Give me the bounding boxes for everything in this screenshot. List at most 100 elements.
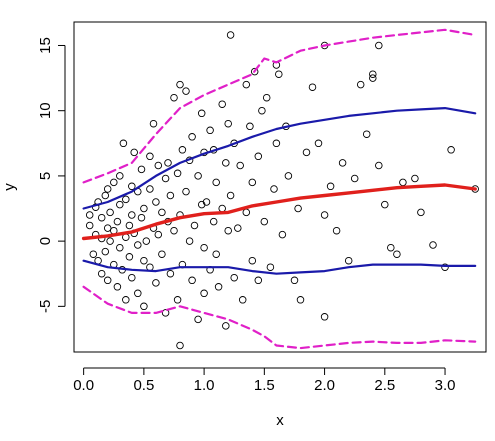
scatter-point: [375, 41, 383, 50]
scatter-point: [119, 139, 128, 148]
scatter-point: [214, 283, 223, 291]
scatter-point: [234, 224, 242, 232]
scatter-point: [238, 296, 247, 304]
scatter-point: [166, 191, 175, 200]
scatter-point: [387, 243, 395, 252]
scatter-points: [85, 31, 479, 350]
scatter-point: [142, 237, 151, 245]
scatter-point: [140, 302, 148, 311]
scatter-point: [224, 226, 232, 235]
scatter-point: [140, 204, 148, 213]
scatter-point: [350, 174, 359, 183]
scatter-point: [116, 243, 124, 252]
scatter-point: [85, 221, 94, 230]
scatter-point: [411, 174, 419, 183]
scatter-point: [101, 247, 110, 256]
scatter-point: [161, 309, 170, 317]
scatter-point: [326, 182, 335, 191]
scatter-point: [375, 161, 383, 170]
scatter-point: [106, 237, 114, 245]
scatter-point: [182, 187, 190, 196]
scatter-point: [302, 148, 311, 157]
scatter-point: [369, 74, 377, 82]
scatter-point: [134, 289, 142, 298]
scatter-point: [128, 211, 136, 219]
band-lines: [81, 28, 477, 350]
scatter-point: [275, 70, 283, 78]
scatter-point: [399, 178, 407, 187]
scatter-point: [122, 296, 130, 304]
scatter-point: [344, 256, 353, 265]
scatter-point: [137, 165, 146, 174]
scatter-point: [356, 80, 365, 89]
scatter-point: [369, 70, 377, 78]
scatter-point: [224, 119, 232, 128]
scatter-point: [149, 119, 158, 128]
outer-upper-band-line: [82, 28, 477, 184]
scatter-point: [97, 269, 106, 278]
inner-upper-band-line: [82, 106, 477, 210]
scatter-point: [103, 276, 112, 285]
scatter-point: [154, 230, 163, 239]
scatter-point: [97, 213, 106, 222]
scatter-point: [441, 263, 449, 271]
scatter-point: [103, 185, 112, 193]
scatter-point: [222, 159, 230, 167]
scatter-point: [152, 279, 160, 287]
inner-lower-band-line: [82, 259, 477, 275]
x-tick-label: 1.0: [194, 377, 215, 394]
scatter-point: [116, 172, 124, 180]
scatter-point: [417, 208, 425, 217]
scatter-point: [212, 250, 220, 258]
scatter-point: [134, 241, 142, 249]
scatter-point: [137, 213, 146, 222]
scatter-point: [140, 256, 148, 265]
y-axis-title: y: [1, 183, 18, 191]
scatter-point: [178, 146, 187, 154]
scatter-point: [254, 276, 263, 285]
scatter-point: [270, 185, 278, 193]
scatter-point: [222, 322, 230, 330]
scatter-point: [128, 273, 136, 282]
scatter-point: [290, 276, 299, 285]
scatter-point: [320, 211, 329, 219]
plot-frame: [73, 21, 487, 353]
scatter-point: [260, 217, 269, 226]
scatter-point: [266, 263, 275, 271]
scatter-point: [230, 273, 238, 282]
scatter-point: [258, 106, 266, 115]
scatter-point: [122, 195, 130, 204]
scatter-point: [116, 200, 124, 209]
y-tick-label: 5: [37, 172, 54, 180]
scatter-point: [242, 80, 251, 89]
scatter-point: [393, 250, 401, 258]
x-tick-label: 2.5: [374, 377, 395, 394]
scatter-point: [146, 263, 154, 271]
x-tick-label: 0.5: [133, 377, 154, 394]
scatter-point: [113, 283, 122, 291]
scatter-point: [173, 169, 182, 178]
scatter-point: [248, 178, 257, 187]
scatter-point: [206, 126, 214, 135]
scatter-point: [166, 269, 175, 278]
x-tick-label: 3.0: [435, 377, 456, 394]
scatter-point: [125, 221, 134, 230]
scatter-point: [200, 243, 208, 252]
scatter-point: [242, 208, 251, 217]
scatter-point: [173, 296, 182, 304]
scatter-point: [218, 100, 226, 108]
scatter-point: [262, 93, 271, 102]
scatter-point: [152, 198, 160, 206]
scatter-point: [381, 200, 389, 209]
scatter-point: [218, 204, 226, 213]
scatter-point: [130, 148, 138, 157]
scatter-point: [278, 230, 287, 239]
scatter-point: [170, 226, 178, 235]
scatter-point: [176, 341, 184, 350]
scatter-point: [308, 83, 317, 91]
scatter-point: [103, 224, 112, 232]
y-tick-label: 10: [37, 102, 54, 119]
scatter-point: [128, 182, 136, 191]
scatter-point: [110, 178, 118, 187]
